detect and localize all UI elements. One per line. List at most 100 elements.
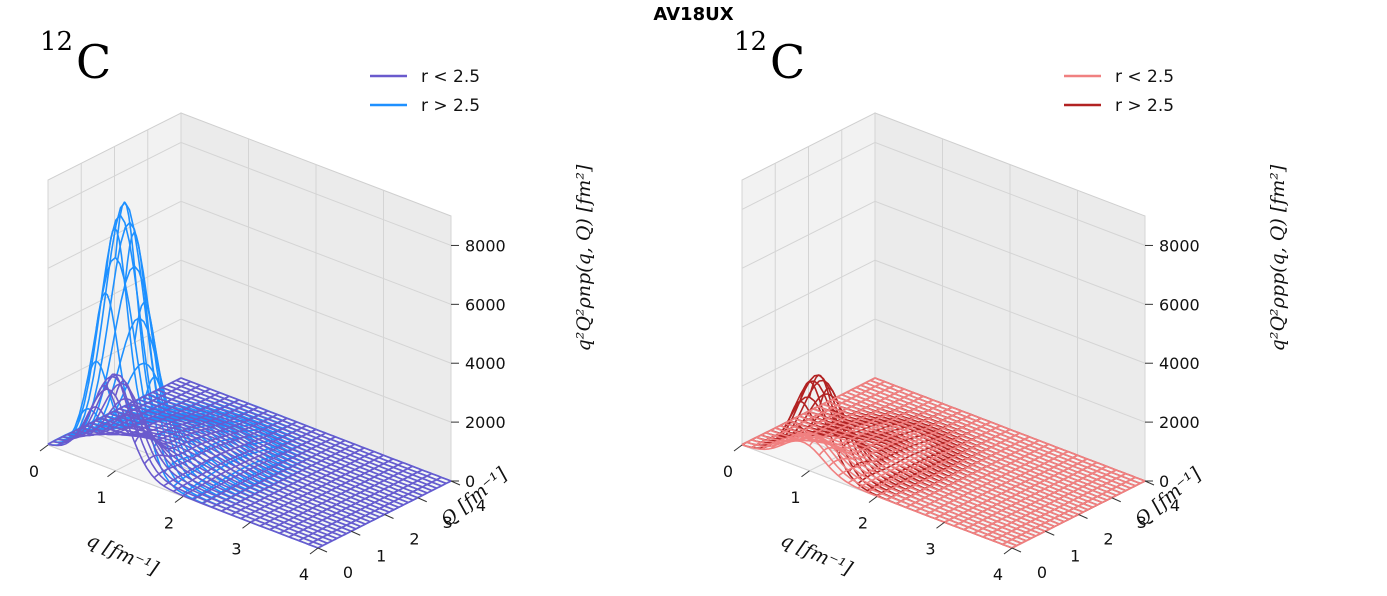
surface-line	[799, 399, 934, 446]
y-tick-mark	[1111, 497, 1121, 503]
x-tick-mark	[309, 547, 319, 555]
z-tick-label: 8000	[465, 236, 506, 255]
surface-line	[163, 421, 298, 487]
x-tick-label: 1	[96, 488, 106, 507]
x-tick-label: 0	[29, 462, 39, 481]
z-axis-label: q²Q²ρpp(q, Q) [fm²]	[1267, 164, 1289, 351]
surface-line	[847, 417, 982, 484]
surface-line	[308, 476, 442, 546]
z-axis-label: q²Q²ρnp(q, Q) [fm²]	[573, 164, 595, 351]
y-tick-mark	[317, 547, 328, 553]
grid-line	[47, 259, 182, 328]
figure-title: AV18UX	[653, 4, 734, 25]
surface-line	[953, 458, 1088, 527]
surface-line	[924, 447, 1059, 516]
y-tick-mark	[1144, 480, 1155, 486]
surface-line	[201, 436, 336, 505]
y-tick-mark	[1045, 530, 1055, 536]
surface-line	[114, 380, 249, 441]
surface-line	[288, 469, 423, 538]
z-tick-label: 6000	[1159, 295, 1200, 314]
surface-line	[895, 436, 1030, 505]
nucleus-symbol: C	[770, 35, 805, 89]
nucleus-mass-number: 12	[734, 27, 767, 57]
surface-line	[259, 458, 394, 527]
x-tick-mark	[39, 444, 49, 452]
grid-line	[47, 141, 182, 210]
x-tick-mark	[801, 470, 810, 478]
grid-line	[180, 318, 452, 423]
surface-line	[886, 432, 1020, 501]
y-tick-label: 1	[376, 546, 386, 565]
grid-line	[874, 318, 1146, 423]
legend-label: r < 2.5	[1115, 67, 1174, 87]
y-tick-label: 0	[343, 563, 353, 582]
surface-line	[915, 443, 1049, 512]
surface-line	[124, 403, 259, 445]
surface-line	[192, 432, 326, 501]
surface-line	[240, 450, 375, 520]
grid-line	[741, 200, 876, 269]
surface-line	[982, 469, 1117, 538]
surface-series-r-lt-2-5	[741, 377, 1146, 549]
surface-line	[230, 447, 365, 516]
surface-line	[47, 377, 182, 445]
surface-line	[760, 384, 895, 450]
surface-line	[221, 443, 355, 512]
y-tick-label: 0	[1037, 563, 1047, 582]
surface-line	[751, 380, 885, 449]
surface-line	[298, 472, 433, 542]
z-tick-label: 4000	[465, 354, 506, 373]
surface-line	[828, 410, 963, 467]
legend-label: r > 2.5	[421, 96, 480, 116]
surface-line	[269, 461, 404, 531]
x-tick-mark	[936, 521, 945, 529]
surface-line	[66, 384, 201, 444]
surface-line	[857, 421, 992, 489]
surface-line	[934, 450, 1069, 520]
surface-line	[818, 406, 953, 456]
x-tick-label: 3	[925, 539, 935, 558]
y-tick-label: 4	[476, 496, 486, 515]
y-tick-mark	[351, 530, 361, 536]
y-tick-mark	[450, 480, 461, 486]
grid-line	[741, 318, 876, 387]
x-tick-label: 2	[164, 514, 174, 533]
z-tick-label: 2000	[465, 413, 506, 432]
surface-line	[85, 391, 220, 436]
x-tick-mark	[242, 521, 251, 529]
surface-line	[143, 413, 278, 465]
surface-line	[867, 425, 1001, 494]
y-tick-mark	[1078, 514, 1088, 519]
y-tick-label: 3	[443, 513, 453, 532]
x-tick-mark	[107, 470, 116, 478]
grid-line	[874, 141, 1146, 246]
x-tick-label: 1	[790, 488, 800, 507]
grid-line	[874, 259, 1146, 364]
surface-line	[279, 465, 413, 535]
surface-line	[808, 402, 943, 450]
z-tick-label: 0	[465, 472, 475, 491]
surface-line	[1002, 476, 1136, 546]
x-tick-label: 2	[858, 514, 868, 533]
nucleus-mass-number: 12	[40, 27, 73, 57]
y-tick-label: 4	[1170, 496, 1180, 515]
y-tick-mark	[384, 514, 394, 519]
z-tick-label: 0	[1159, 472, 1169, 491]
grid-line	[874, 200, 1146, 305]
x-tick-mark	[174, 496, 184, 503]
surface-line	[182, 428, 317, 497]
x-tick-label: 4	[299, 565, 309, 584]
surface-line	[134, 410, 269, 450]
x-tick-mark	[733, 444, 743, 452]
y-tick-label: 2	[1103, 530, 1113, 549]
z-tick-label: 8000	[1159, 236, 1200, 255]
surface-line	[963, 461, 1098, 531]
x-tick-mark	[1003, 547, 1013, 555]
grid-line	[741, 141, 876, 210]
surface-line	[250, 454, 384, 523]
grid-line	[47, 318, 182, 387]
legend-label: r > 2.5	[1115, 96, 1174, 116]
z-tick-label: 2000	[1159, 413, 1200, 432]
